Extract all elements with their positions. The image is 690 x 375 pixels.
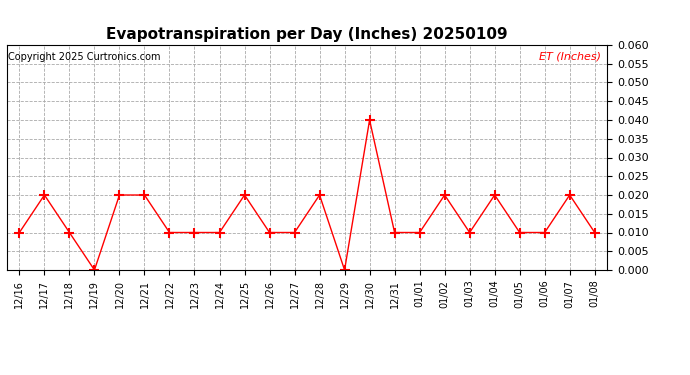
Title: Evapotranspiration per Day (Inches) 20250109: Evapotranspiration per Day (Inches) 2025…	[106, 27, 508, 42]
Text: Copyright 2025 Curtronics.com: Copyright 2025 Curtronics.com	[8, 52, 160, 62]
Text: ET (Inches): ET (Inches)	[539, 52, 601, 62]
